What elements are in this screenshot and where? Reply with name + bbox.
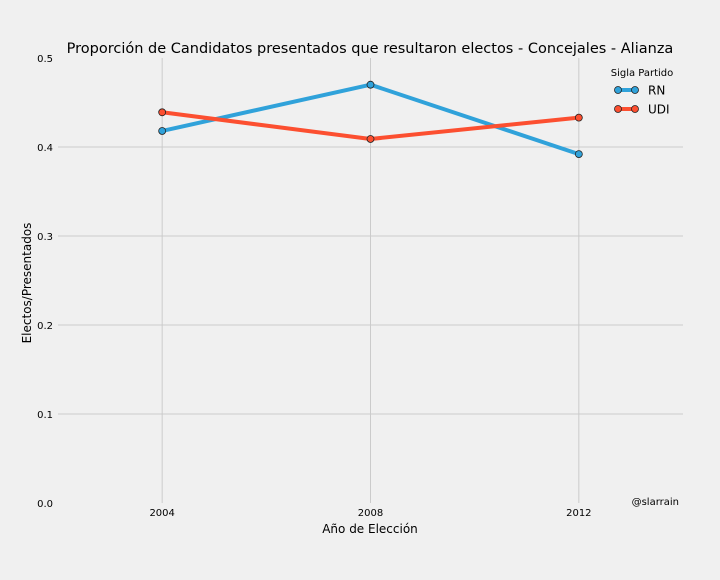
y-axis-label: Electos/Presentados (20, 223, 34, 344)
y-tick-label: 0.5 (37, 54, 53, 65)
watermark-annotation: @slarrain (632, 497, 679, 508)
data-point-rn (574, 150, 583, 159)
legend-marker (631, 86, 639, 94)
x-tick-label: 2012 (566, 508, 591, 519)
data-point-udi (158, 108, 167, 117)
legend-item-udi: UDI (614, 103, 670, 117)
chart-title: Proporción de Candidatos presentados que… (67, 41, 674, 57)
data-point-udi (574, 113, 583, 122)
legend-item-rn: RN (614, 84, 665, 98)
legend-label: UDI (648, 103, 670, 117)
legend: Sigla Partido RN UDI (611, 68, 674, 117)
y-tick-label: 0.3 (37, 232, 53, 243)
y-tick-label: 0.4 (37, 143, 53, 154)
grid (58, 58, 683, 503)
legend-marker (614, 86, 622, 94)
legend-marker (614, 105, 622, 113)
data-point-rn (158, 127, 167, 135)
x-tick-label: 2008 (358, 508, 383, 519)
axes: 0.0 0.1 0.2 0.3 0.4 0.5 2004 2008 2012 (37, 54, 591, 519)
y-tick-label: 0.0 (37, 499, 53, 510)
x-axis-label: Año de Elección (322, 522, 418, 536)
y-tick-label: 0.2 (37, 321, 53, 332)
data-point-rn (366, 80, 375, 89)
y-tick-label: 0.1 (37, 410, 53, 421)
x-tick-label: 2004 (149, 508, 174, 519)
series (158, 80, 583, 159)
data-point-udi (366, 135, 375, 143)
legend-label: RN (648, 84, 665, 98)
legend-marker (631, 105, 639, 113)
legend-title: Sigla Partido (611, 68, 674, 79)
